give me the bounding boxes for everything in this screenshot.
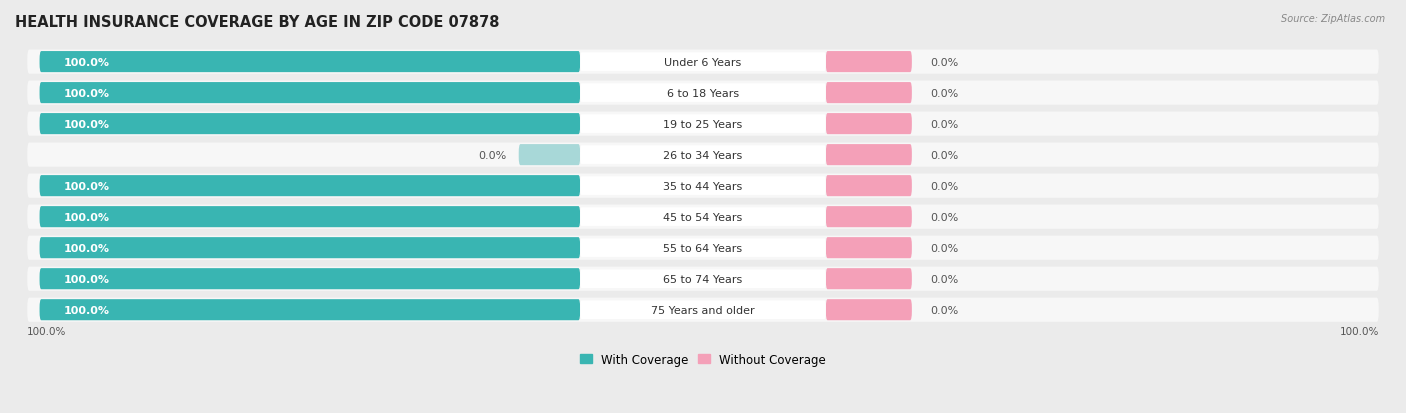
Text: 100.0%: 100.0% xyxy=(65,212,110,222)
FancyBboxPatch shape xyxy=(39,114,581,135)
Text: 100.0%: 100.0% xyxy=(65,305,110,315)
FancyBboxPatch shape xyxy=(39,206,581,228)
FancyBboxPatch shape xyxy=(39,52,581,73)
Text: HEALTH INSURANCE COVERAGE BY AGE IN ZIP CODE 07878: HEALTH INSURANCE COVERAGE BY AGE IN ZIP … xyxy=(15,15,499,30)
FancyBboxPatch shape xyxy=(581,53,825,72)
Text: 100.0%: 100.0% xyxy=(65,181,110,191)
Text: 0.0%: 0.0% xyxy=(478,150,506,160)
FancyBboxPatch shape xyxy=(825,268,912,290)
Text: 100.0%: 100.0% xyxy=(65,88,110,98)
Text: 0.0%: 0.0% xyxy=(931,305,959,315)
FancyBboxPatch shape xyxy=(581,84,825,103)
Text: 0.0%: 0.0% xyxy=(931,150,959,160)
Text: 35 to 44 Years: 35 to 44 Years xyxy=(664,181,742,191)
Text: 100.0%: 100.0% xyxy=(27,326,66,336)
Text: 0.0%: 0.0% xyxy=(931,119,959,129)
FancyBboxPatch shape xyxy=(39,83,581,104)
Text: Under 6 Years: Under 6 Years xyxy=(665,57,741,67)
FancyBboxPatch shape xyxy=(27,205,1379,229)
FancyBboxPatch shape xyxy=(581,208,825,226)
FancyBboxPatch shape xyxy=(825,237,912,259)
Text: 65 to 74 Years: 65 to 74 Years xyxy=(664,274,742,284)
FancyBboxPatch shape xyxy=(39,299,581,320)
Text: 0.0%: 0.0% xyxy=(931,274,959,284)
Text: 0.0%: 0.0% xyxy=(931,88,959,98)
FancyBboxPatch shape xyxy=(39,268,581,290)
FancyBboxPatch shape xyxy=(825,299,912,320)
Text: 0.0%: 0.0% xyxy=(931,181,959,191)
Text: Source: ZipAtlas.com: Source: ZipAtlas.com xyxy=(1281,14,1385,24)
Legend: With Coverage, Without Coverage: With Coverage, Without Coverage xyxy=(575,348,831,370)
FancyBboxPatch shape xyxy=(27,267,1379,291)
FancyBboxPatch shape xyxy=(825,176,912,197)
FancyBboxPatch shape xyxy=(581,177,825,195)
Text: 26 to 34 Years: 26 to 34 Years xyxy=(664,150,742,160)
FancyBboxPatch shape xyxy=(27,236,1379,260)
Text: 100.0%: 100.0% xyxy=(65,57,110,67)
Text: 0.0%: 0.0% xyxy=(931,243,959,253)
FancyBboxPatch shape xyxy=(27,298,1379,322)
Text: 100.0%: 100.0% xyxy=(1340,326,1379,336)
FancyBboxPatch shape xyxy=(581,239,825,257)
FancyBboxPatch shape xyxy=(39,176,581,197)
FancyBboxPatch shape xyxy=(581,146,825,164)
FancyBboxPatch shape xyxy=(825,145,912,166)
Text: 100.0%: 100.0% xyxy=(65,274,110,284)
FancyBboxPatch shape xyxy=(581,270,825,288)
FancyBboxPatch shape xyxy=(39,237,581,259)
Text: 6 to 18 Years: 6 to 18 Years xyxy=(666,88,740,98)
Text: 100.0%: 100.0% xyxy=(65,243,110,253)
FancyBboxPatch shape xyxy=(581,115,825,134)
Text: 19 to 25 Years: 19 to 25 Years xyxy=(664,119,742,129)
Text: 45 to 54 Years: 45 to 54 Years xyxy=(664,212,742,222)
FancyBboxPatch shape xyxy=(825,83,912,104)
Text: 0.0%: 0.0% xyxy=(931,212,959,222)
FancyBboxPatch shape xyxy=(825,114,912,135)
FancyBboxPatch shape xyxy=(581,301,825,319)
FancyBboxPatch shape xyxy=(825,52,912,73)
Text: 100.0%: 100.0% xyxy=(65,119,110,129)
Text: 55 to 64 Years: 55 to 64 Years xyxy=(664,243,742,253)
FancyBboxPatch shape xyxy=(825,206,912,228)
Text: 75 Years and older: 75 Years and older xyxy=(651,305,755,315)
FancyBboxPatch shape xyxy=(27,50,1379,74)
Text: 0.0%: 0.0% xyxy=(931,57,959,67)
FancyBboxPatch shape xyxy=(519,145,581,166)
FancyBboxPatch shape xyxy=(27,174,1379,198)
FancyBboxPatch shape xyxy=(27,81,1379,105)
FancyBboxPatch shape xyxy=(27,143,1379,167)
FancyBboxPatch shape xyxy=(27,112,1379,136)
